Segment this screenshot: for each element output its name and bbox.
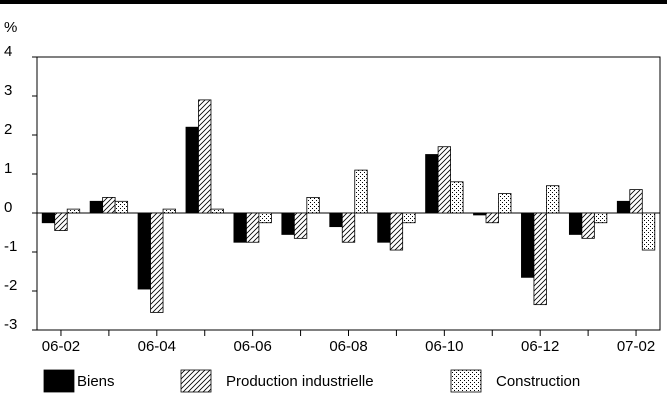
- bar-stipple-06-12: [546, 185, 560, 214]
- bar-diagonal-hatch-06-11: [485, 212, 499, 224]
- bar-solid-07-02: [616, 200, 631, 214]
- bar-diagonal-hatch-07-01: [581, 212, 595, 239]
- legend-label: Biens: [77, 373, 115, 390]
- bar-solid-06-09: [377, 212, 391, 243]
- bar-stipple-07-01: [593, 212, 608, 224]
- bar-diagonal-hatch-06-04: [150, 212, 164, 313]
- bar-diagonal-hatch-06-08: [341, 212, 356, 243]
- bar-stipple-06-03: [114, 200, 129, 214]
- plot-frame: [36, 56, 661, 331]
- y-tick-label: -3: [4, 316, 17, 333]
- top-rule: [0, 0, 667, 4]
- legend-label: Construction: [496, 373, 580, 390]
- bar-stipple-06-02: [66, 208, 81, 214]
- bar-stipple-06-07: [306, 196, 320, 214]
- bar-diagonal-hatch-06-10: [437, 146, 451, 214]
- y-tick-label: 4: [4, 43, 12, 60]
- bar-diagonal-hatch-06-09: [389, 212, 404, 251]
- bar-stipple-06-04: [162, 208, 176, 214]
- x-tick-label: 06-06: [233, 338, 271, 355]
- x-tick-label: 06-10: [425, 338, 463, 355]
- bar-stipple-06-09: [402, 212, 416, 224]
- legend-swatch-solid: [43, 369, 75, 393]
- legend: Biens Production industrielle Construction: [43, 369, 580, 393]
- bar-diagonal-hatch-06-12: [533, 212, 547, 306]
- x-tick-label: 07-02: [617, 338, 655, 355]
- bar-diagonal-hatch-06-05: [198, 99, 212, 214]
- legend-swatch-stipple: [450, 369, 482, 393]
- bar-stipple-06-11: [498, 193, 512, 214]
- x-tick-label: 06-02: [42, 338, 80, 355]
- bar-solid-06-06: [233, 212, 247, 243]
- bar-solid-06-04: [137, 212, 151, 290]
- x-tick-label: 06-12: [521, 338, 559, 355]
- bar-stipple-06-08: [354, 169, 368, 214]
- y-tick-label: -2: [4, 277, 17, 294]
- bar-solid-06-10: [425, 154, 439, 214]
- bar-solid-06-11: [473, 212, 487, 216]
- bar-stipple-06-10: [450, 181, 464, 214]
- y-tick-label: -1: [4, 238, 17, 255]
- x-tick-label: 06-08: [329, 338, 367, 355]
- bar-solid-06-05: [185, 126, 199, 214]
- bar-diagonal-hatch-06-03: [102, 196, 116, 214]
- bar-solid-06-08: [329, 212, 343, 228]
- bar-solid-07-01: [568, 212, 583, 235]
- bar-solid-06-03: [89, 200, 104, 214]
- unit-label: %: [4, 19, 17, 36]
- legend-label: Production industrielle: [226, 373, 374, 390]
- y-tick-label: 3: [4, 82, 12, 99]
- bar-diagonal-hatch-06-07: [293, 212, 308, 239]
- bar-stipple-07-02: [641, 212, 656, 251]
- plot-area: -3 -2 -1 0 1 2 3 4 06-02 06-04 06-06 06-08 06-10 06-1…: [4, 43, 661, 355]
- bar-solid-06-07: [281, 212, 295, 235]
- bar-solid-06-02: [41, 212, 56, 224]
- bar-diagonal-hatch-07-02: [629, 189, 643, 214]
- bar-stipple-06-06: [258, 212, 272, 224]
- y-tick-label: 0: [4, 199, 12, 216]
- bar-diagonal-hatch-06-06: [246, 212, 260, 243]
- bar-solid-06-12: [521, 212, 535, 278]
- x-tick-label: 06-04: [138, 338, 176, 355]
- bar-stipple-06-05: [210, 208, 224, 214]
- legend-swatch-diagonal-hatch: [180, 369, 212, 393]
- y-tick-label: 1: [4, 160, 12, 177]
- bar-diagonal-hatch-06-02: [54, 212, 68, 231]
- y-tick-label: 2: [4, 121, 12, 138]
